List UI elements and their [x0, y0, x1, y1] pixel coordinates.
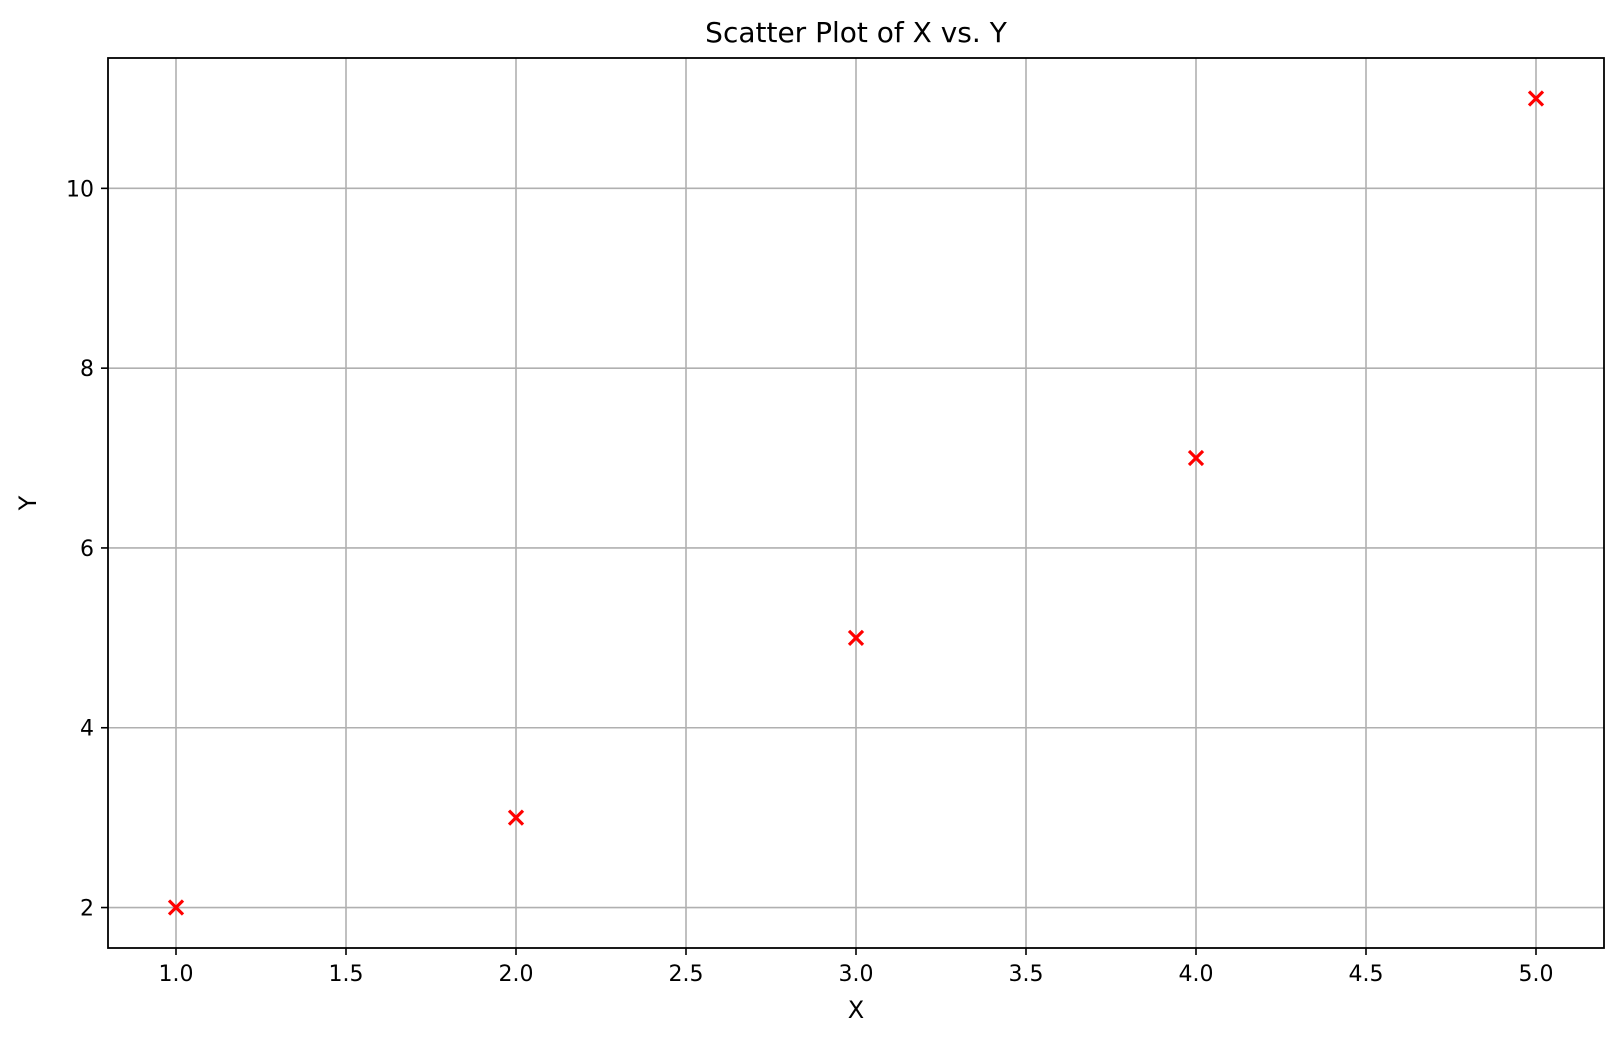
chart-title: Scatter Plot of X vs. Y: [705, 16, 1008, 49]
x-tick-label: 1.5: [329, 962, 364, 987]
data-point: [1527, 90, 1545, 107]
data-point-stroke: [1187, 449, 1205, 467]
axis-ticks: 1.0 1.5 2.0 2.5 3.0 3.5 4.0 4.5 5.0 2 4 6 8 10: [66, 177, 1554, 987]
data-point-stroke: [507, 809, 525, 826]
x-tick-label: 4.5: [1349, 962, 1384, 987]
data-point: [1187, 449, 1205, 467]
x-tick-label: 2.5: [669, 962, 704, 987]
x-tick-label: 3.0: [839, 962, 874, 987]
x-tick-label: 1.0: [159, 962, 194, 987]
x-tick-label: 4.0: [1179, 962, 1214, 987]
data-point: [847, 629, 865, 646]
data-point-stroke: [847, 629, 865, 646]
x-tick-label: 2.0: [499, 962, 534, 987]
y-axis-label: Y: [14, 495, 42, 511]
y-tick-label: 2: [80, 897, 94, 922]
plot-frame: [107, 57, 1605, 949]
grid-lines: [108, 58, 1604, 948]
x-axis-label: X: [848, 996, 864, 1024]
y-tick-label: 10: [66, 177, 94, 202]
y-tick-label: 6: [80, 537, 94, 562]
data-point: [507, 809, 525, 826]
data-point-stroke: [167, 899, 185, 916]
data-point: [167, 899, 185, 916]
data-point-stroke: [1527, 90, 1545, 107]
data-points: [167, 90, 1545, 916]
y-tick-label: 8: [80, 357, 94, 382]
y-tick-label: 4: [80, 717, 94, 742]
x-tick-label: 5.0: [1519, 962, 1554, 987]
x-tick-label: 3.5: [1009, 962, 1044, 987]
